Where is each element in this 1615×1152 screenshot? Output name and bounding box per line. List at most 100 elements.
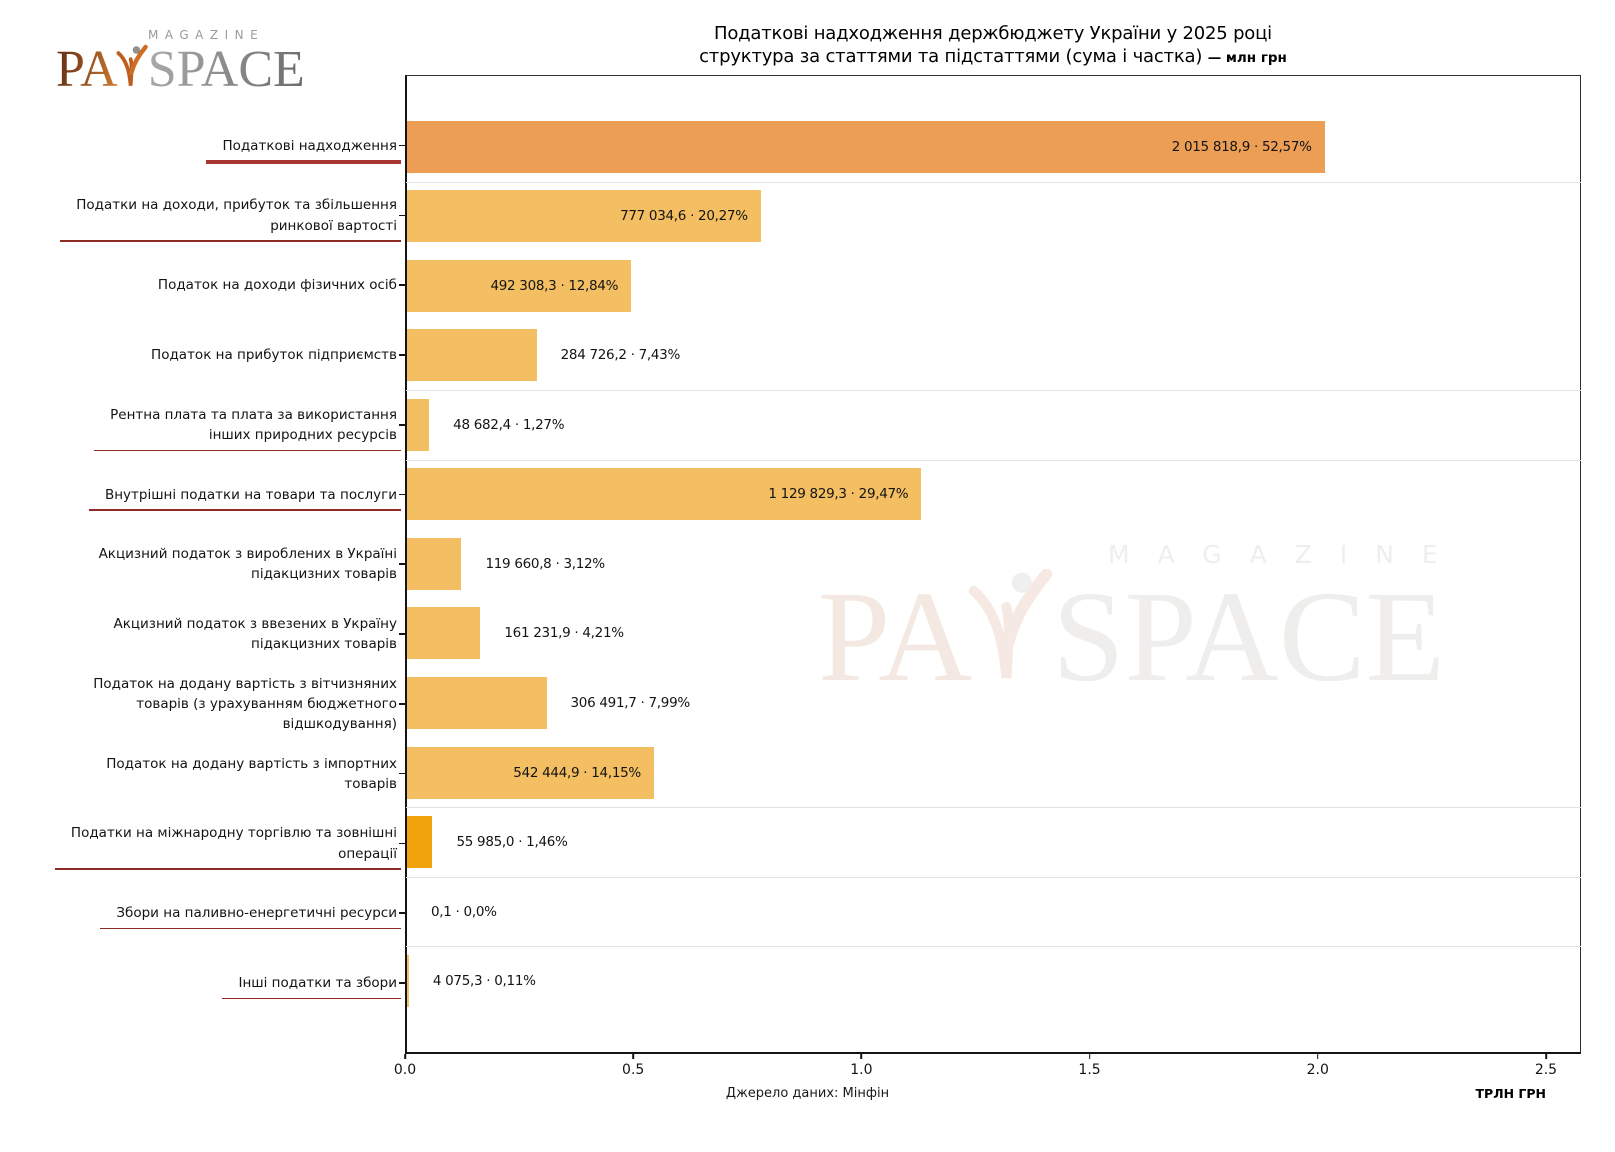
chart-title-line2: структура за статтями та підстаттями (су… <box>405 45 1581 68</box>
group-separator-line <box>406 807 1581 809</box>
y-tick-mark <box>399 703 406 705</box>
logo-wordmark: PA SPACE <box>56 41 305 99</box>
payspace-logo: MAGAZINE PA SPACE <box>56 28 305 99</box>
value-label: 492 308,3 · 12,84% <box>490 277 619 294</box>
x-tick-mark <box>860 1054 863 1059</box>
x-tick-label: 2.0 <box>1306 1062 1329 1078</box>
chart-subtitle: структура за статтями та підстаттями (су… <box>699 46 1203 68</box>
x-tick-mark <box>1545 1054 1547 1059</box>
value-label: 119 660,8 · 3,12% <box>485 555 605 572</box>
y-tick-mark <box>399 842 406 845</box>
value-label: 0,1 · 0,0% <box>431 903 497 920</box>
category-row: Акцизний податок з вироблених в Україні п… <box>0 530 406 600</box>
bar <box>407 607 481 660</box>
bar <box>407 955 409 1008</box>
value-label: 284 726,2 · 7,43% <box>560 347 681 364</box>
category-row: Рентна плата та плата за використання інш… <box>0 390 406 460</box>
category-label: Податок на додану вартість з вітчизняних… <box>93 675 397 733</box>
category-row: Податок на прибуток підприємств <box>0 320 406 390</box>
value-label: 4 075,3 · 0,11% <box>432 973 536 990</box>
bar <box>407 677 547 730</box>
bar-rows: 2 015 818,9 · 52,57% 777 034,6 · 20,27% 49… <box>406 112 1581 1016</box>
bar <box>407 816 433 869</box>
bar <box>407 537 462 590</box>
x-tick-label: 0.5 <box>622 1062 645 1078</box>
bar-row: 1 129 829,3 · 29,47% <box>406 459 1581 530</box>
bar-row: 4 075,3 · 0,11% <box>406 946 1581 1016</box>
category-label: Податки на доходи, прибуток та збільшенн… <box>60 195 401 242</box>
bar-row: 284 726,2 · 7,43% <box>407 321 1580 391</box>
x-tick-mark <box>404 1054 406 1059</box>
category-label: Податки на міжнародну торгівлю та зовніш… <box>54 823 402 870</box>
bar <box>407 398 430 451</box>
bar <box>407 120 1325 173</box>
category-label: Податок на прибуток підприємств <box>151 347 397 364</box>
bar-row: 306 491,7 · 7,99% <box>407 668 1580 738</box>
chart-title-line1: Податкові надходження держбюджету Україн… <box>714 23 1272 44</box>
category-label: Податок на додану вартість з імпортних то… <box>106 755 397 792</box>
category-row: Податки на міжнародну торгівлю та зовніш… <box>0 809 406 879</box>
group-separator-line <box>406 181 1581 183</box>
group-separator-line <box>406 459 1581 461</box>
y-tick-mark <box>399 284 406 286</box>
category-label: Податкові надходження <box>206 136 401 165</box>
x-tick-label: 1.5 <box>1078 1062 1101 1078</box>
bar-row: 119 660,8 · 3,12% <box>407 529 1580 599</box>
category-row: Податок на додану вартість з вітчизняних… <box>0 669 406 739</box>
group-separator-line <box>406 390 1581 392</box>
bar-row: 492 308,3 · 12,84% <box>407 251 1580 321</box>
category-label: Внутрішні податки на товари та послуги <box>88 485 402 512</box>
y-tick-mark <box>399 772 406 775</box>
x-axis-unit-label: ТРЛН ГРН <box>1475 1086 1546 1101</box>
y-tick-mark <box>399 214 406 217</box>
bar-row: 542 444,9 · 14,15% <box>407 738 1580 808</box>
group-separator-line <box>406 876 1581 878</box>
logo-magazine-text: MAGAZINE <box>148 28 265 42</box>
category-row: Внутрішні податки на товари та послуги <box>0 460 406 530</box>
category-row: Податки на доходи, прибуток та збільшенн… <box>0 181 406 251</box>
category-row: Інші податки та збори <box>0 948 406 1018</box>
bar-row: 777 034,6 · 20,27% <box>406 181 1581 252</box>
x-axis: 0.0 0.5 1.0 1.5 2.0 2.5 <box>394 1054 1581 1088</box>
bar <box>407 468 922 521</box>
x-tick-label: 1.0 <box>850 1062 873 1078</box>
bar-row: 2 015 818,9 · 52,57% <box>407 112 1580 182</box>
y-tick-mark <box>399 354 406 356</box>
y-tick-mark <box>399 563 406 566</box>
y-tick-mark <box>399 982 406 984</box>
category-label: Рентна плата та плата за використання інш… <box>94 405 401 451</box>
x-tick-mark <box>1088 1054 1091 1059</box>
category-row: Податок на додану вартість з імпортних то… <box>0 739 406 809</box>
logo-pay-text: PA <box>56 41 118 99</box>
bar-row: 48 682,4 · 1,27% <box>406 390 1581 460</box>
x-tick-label: 0.0 <box>393 1062 417 1078</box>
logo-person-icon <box>116 44 148 86</box>
bar <box>407 190 761 243</box>
logo-space-text: SPACE <box>147 41 305 99</box>
value-label: 1 129 829,3 · 29,47% <box>768 486 909 503</box>
value-label: 777 034,6 · 20,27% <box>620 208 748 225</box>
bar <box>407 746 654 799</box>
bar <box>407 259 632 312</box>
group-separator-line <box>406 946 1581 948</box>
y-tick-mark <box>399 423 406 426</box>
chart-title: Податкові надходження держбюджету Україн… <box>405 22 1581 69</box>
bar-row: 55 985,0 · 1,46% <box>406 807 1581 877</box>
y-tick-mark <box>399 633 406 635</box>
y-tick-mark <box>399 912 406 914</box>
bar-row: 0,1 · 0,0% <box>406 876 1581 947</box>
category-label: Акцизний податок з вироблених в Україні п… <box>98 546 397 583</box>
bar <box>407 329 537 382</box>
category-label: Інші податки та збори <box>222 973 401 1000</box>
y-axis-labels: Податкові надходження Податки на доходи, … <box>0 75 406 1054</box>
x-tick-mark <box>632 1054 634 1059</box>
value-label: 306 491,7 · 7,99% <box>570 695 691 712</box>
source-caption: Джерело даних: Мінфін <box>725 1086 890 1101</box>
value-label: 542 444,9 · 14,15% <box>513 764 641 781</box>
category-row: Акцизний податок з ввезених в Україну під… <box>0 599 406 669</box>
plot-area: 2 015 818,9 · 52,57% 777 034,6 · 20,27% 49… <box>405 75 1581 1054</box>
category-label: Збори на паливно-енергетичні ресурси <box>100 903 401 930</box>
category-label: Податок на доходи фізичних осіб <box>157 277 397 294</box>
chart-unit-suffix: — млн грн <box>1207 50 1287 67</box>
category-label: Акцизний податок з ввезених в Україну під… <box>113 615 397 653</box>
